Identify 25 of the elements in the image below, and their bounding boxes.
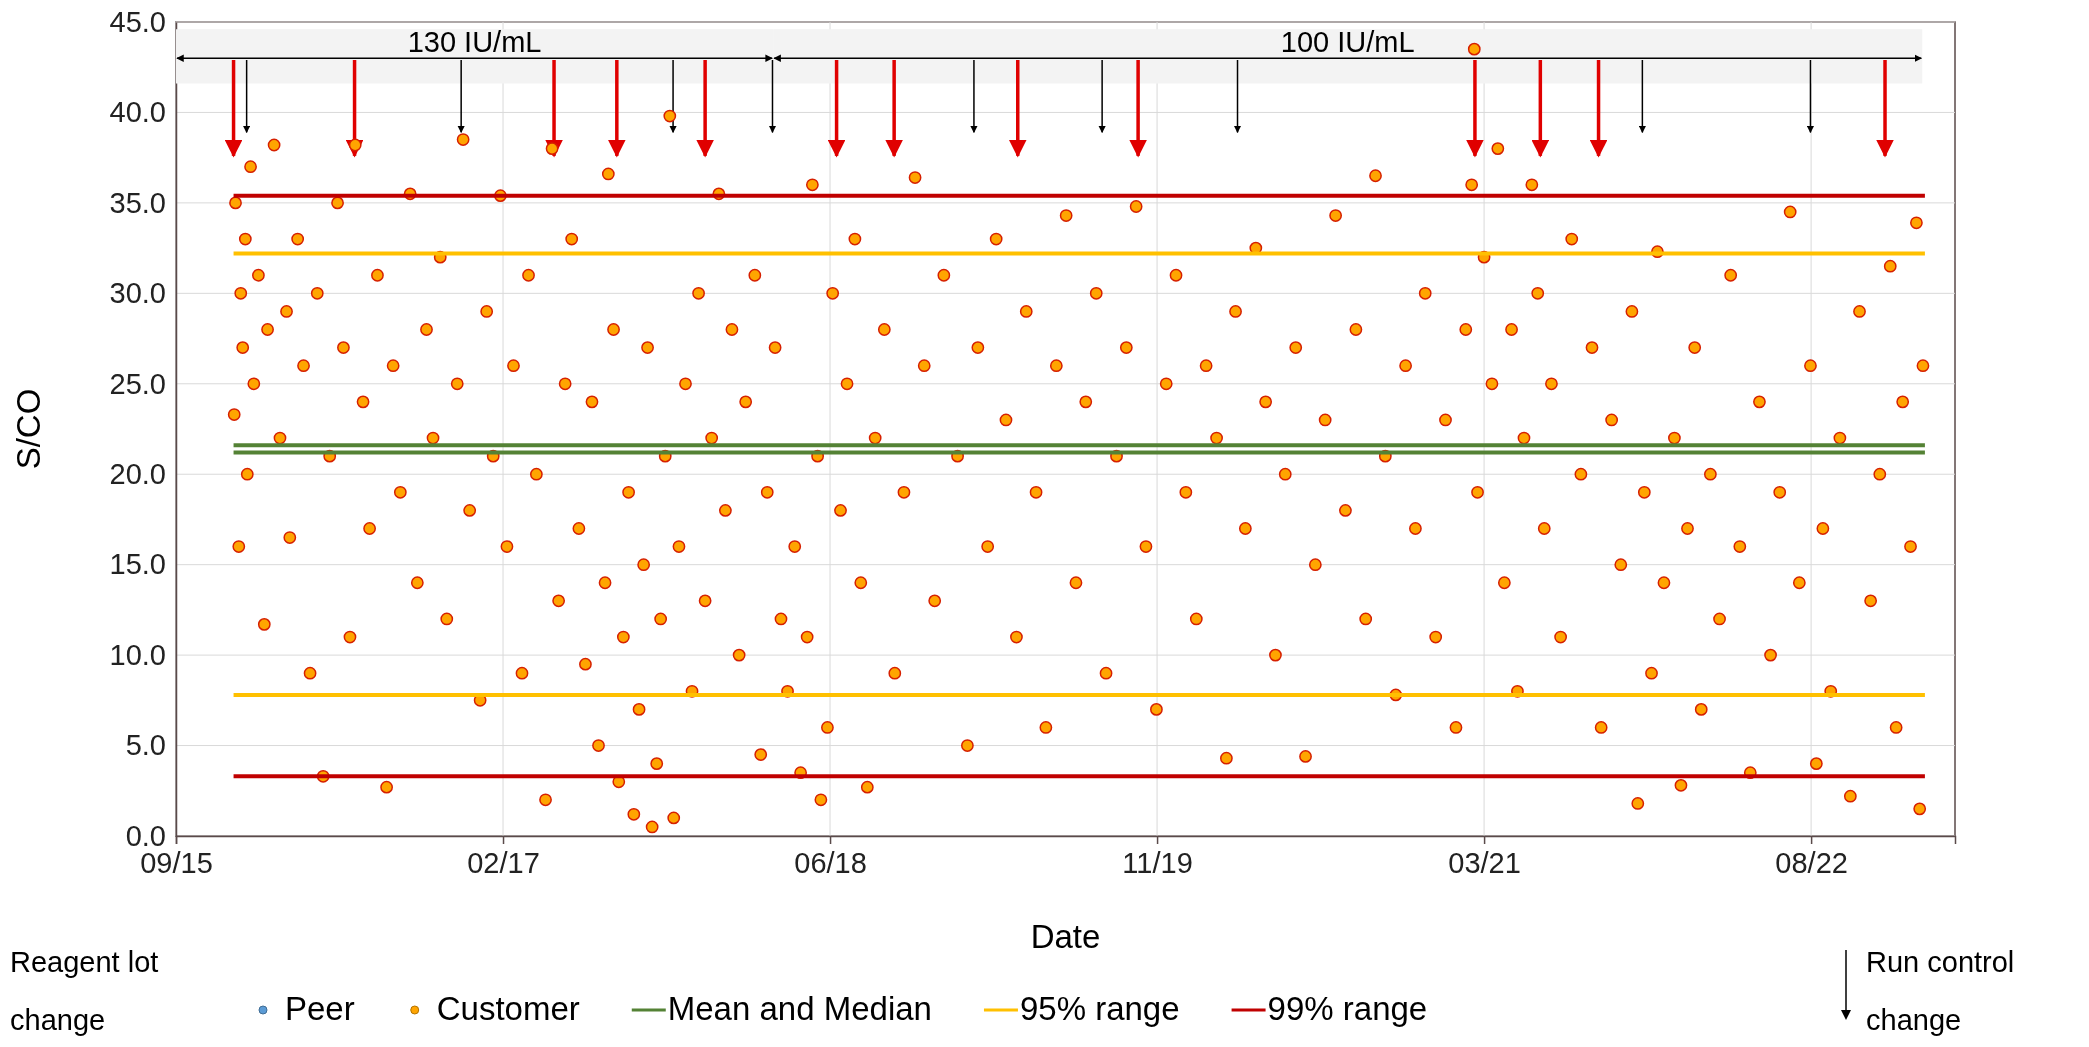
- y-tick-label: 45.0: [109, 5, 166, 38]
- x-tick-label: 06/18: [794, 846, 867, 879]
- legend-label: Peer: [285, 990, 355, 1027]
- legend-label: Customer: [436, 990, 580, 1027]
- x-tick-label: 03/21: [1448, 846, 1521, 879]
- legend-label: 99% range: [1267, 990, 1428, 1027]
- y-tick-label: 10.0: [109, 638, 166, 671]
- y-tick-label: 5.0: [125, 729, 166, 762]
- legend-label: 95% range: [1019, 990, 1180, 1027]
- x-tick-label: 11/19: [1122, 846, 1193, 879]
- text: Run control change: [1866, 946, 2015, 1036]
- x-tick-label: 08/22: [1775, 846, 1848, 879]
- y-tick-label: 35.0: [109, 186, 166, 219]
- band-label: 100 IU/mL: [1280, 26, 1415, 59]
- y-tick-label: 30.0: [109, 277, 166, 310]
- y-tick-label: 20.0: [109, 458, 166, 490]
- y-tick-label: 15.0: [109, 548, 166, 581]
- legend-label: Mean and Median: [667, 990, 932, 1027]
- y-tick-label: 25.0: [109, 367, 166, 400]
- y-axis-title: S/CO: [10, 388, 47, 470]
- text: Reagent lot change: [10, 946, 159, 1036]
- x-axis-title: Date: [1030, 918, 1101, 955]
- band-label: 130 IU/mL: [407, 26, 542, 59]
- x-tick-label: 02/17: [467, 846, 540, 879]
- y-tick-label: 40.0: [109, 96, 166, 129]
